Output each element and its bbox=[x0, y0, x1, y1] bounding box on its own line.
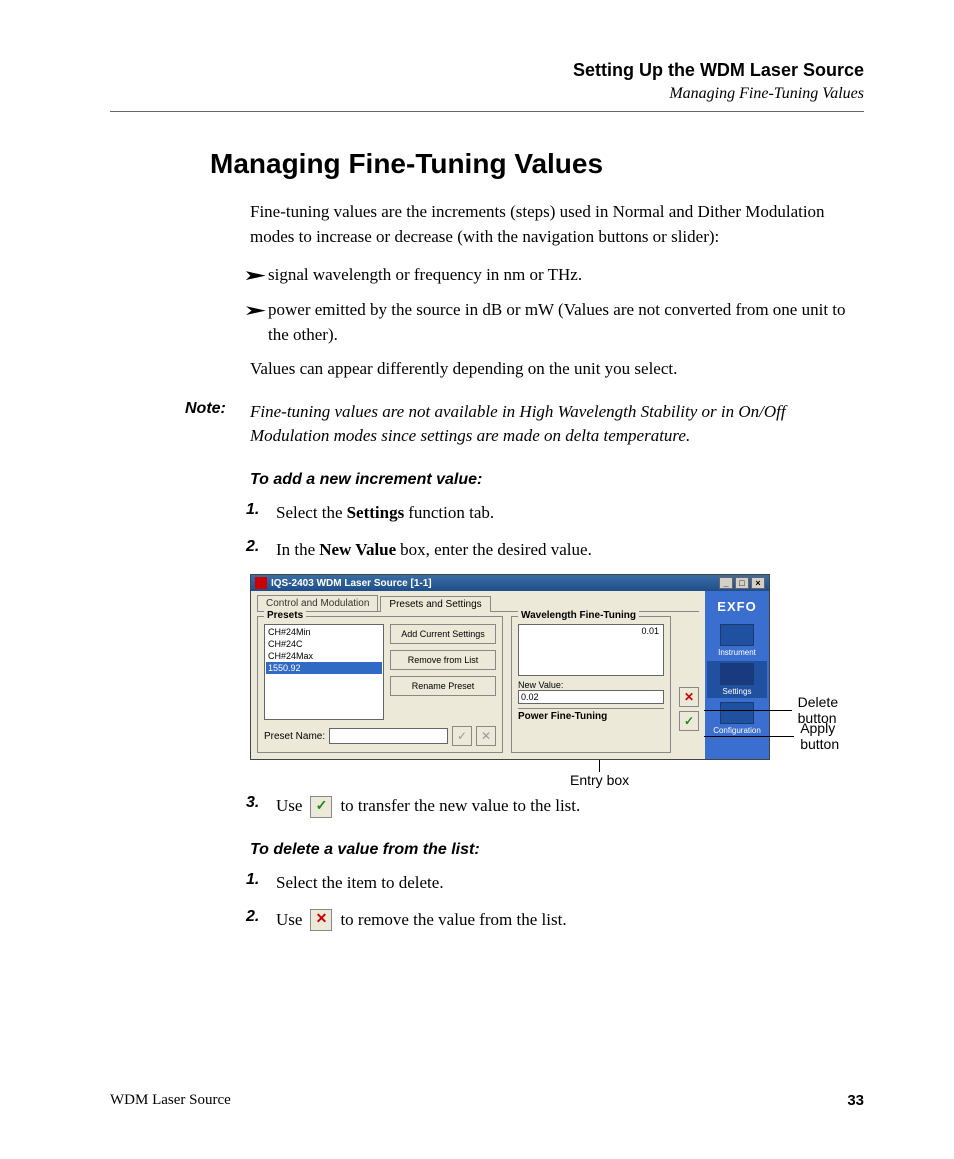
note-label: Note: bbox=[185, 400, 250, 449]
bullet-arrow-icon bbox=[246, 269, 268, 282]
procedure-1-heading: To add a new increment value: bbox=[250, 471, 864, 489]
preset-item[interactable]: CH#24Max bbox=[266, 650, 382, 662]
rename-preset-button[interactable]: Rename Preset bbox=[390, 676, 496, 696]
bullet-arrow-icon bbox=[246, 304, 268, 317]
wavelength-fine-tuning-group: Wavelength Fine-Tuning 0.01 New Value: P… bbox=[511, 616, 671, 753]
bullet-1: signal wavelength or frequency in nm or … bbox=[268, 263, 582, 288]
window-titlebar: IQS-2403 WDM Laser Source [1-1] _ □ × bbox=[251, 575, 769, 591]
callout-entry-box: Entry box bbox=[570, 760, 629, 788]
preset-item-selected[interactable]: 1550.92 bbox=[266, 662, 382, 674]
tab-presets-settings[interactable]: Presets and Settings bbox=[380, 596, 490, 612]
new-value-input[interactable] bbox=[518, 690, 664, 704]
callout-apply: Apply button bbox=[704, 720, 864, 752]
footer-page-number: 33 bbox=[847, 1092, 864, 1109]
page-heading: Managing Fine-Tuning Values bbox=[210, 148, 864, 180]
power-fine-tuning-label: Power Fine-Tuning bbox=[518, 708, 664, 722]
proc2-step-2: Use ✕ to remove the value from the list. bbox=[276, 908, 567, 933]
sidebar-item-instrument[interactable]: Instrument bbox=[707, 624, 767, 657]
preset-name-input[interactable] bbox=[329, 728, 448, 744]
settings-icon bbox=[720, 663, 754, 685]
apply-value-button[interactable]: ✓ bbox=[679, 711, 699, 731]
maximize-button[interactable]: □ bbox=[735, 577, 749, 589]
note-text: Fine-tuning values are not available in … bbox=[250, 400, 864, 449]
proc2-step-1: Select the item to delete. bbox=[276, 871, 444, 896]
app-window: IQS-2403 WDM Laser Source [1-1] _ □ × Co… bbox=[250, 574, 770, 760]
presets-label: Presets bbox=[264, 610, 306, 621]
tab-control-modulation[interactable]: Control and Modulation bbox=[257, 595, 378, 611]
minimize-button[interactable]: _ bbox=[719, 577, 733, 589]
new-value-label: New Value: bbox=[518, 680, 664, 690]
procedure-2-heading: To delete a value from the list: bbox=[250, 841, 864, 859]
header-rule bbox=[110, 111, 864, 112]
add-current-settings-button[interactable]: Add Current Settings bbox=[390, 624, 496, 644]
sidebar-item-settings[interactable]: Settings bbox=[707, 661, 767, 698]
after-bullets-paragraph: Values can appear differently depending … bbox=[250, 357, 864, 382]
preset-cancel-button[interactable]: ✕ bbox=[476, 726, 496, 746]
chapter-title: Setting Up the WDM Laser Source bbox=[110, 60, 864, 81]
intro-paragraph: Fine-tuning values are the increments (s… bbox=[250, 200, 864, 249]
remove-from-list-button[interactable]: Remove from List bbox=[390, 650, 496, 670]
step-3-text: Use ✓ to transfer the new value to the l… bbox=[276, 794, 580, 819]
preset-item[interactable]: CH#24Min bbox=[266, 626, 382, 638]
footer-product: WDM Laser Source bbox=[110, 1092, 231, 1109]
step-number: 1. bbox=[246, 501, 276, 519]
close-button[interactable]: × bbox=[751, 577, 765, 589]
bullet-2: power emitted by the source in dB or mW … bbox=[268, 298, 864, 347]
instrument-icon bbox=[720, 624, 754, 646]
window-title: IQS-2403 WDM Laser Source [1-1] bbox=[271, 578, 432, 589]
step-2-text: In the New Value box, enter the desired … bbox=[276, 538, 592, 563]
step-number: 2. bbox=[246, 908, 276, 926]
exfo-logo: EXFO bbox=[717, 599, 756, 614]
check-icon: ✓ bbox=[310, 796, 332, 818]
preset-apply-button[interactable]: ✓ bbox=[452, 726, 472, 746]
wft-label: Wavelength Fine-Tuning bbox=[518, 610, 639, 621]
wft-list[interactable]: 0.01 bbox=[518, 624, 664, 676]
section-name: Managing Fine-Tuning Values bbox=[110, 85, 864, 103]
step-number: 3. bbox=[246, 794, 276, 812]
presets-group: Presets CH#24Min CH#24C CH#24Max 1550.92… bbox=[257, 616, 503, 753]
preset-item[interactable]: CH#24C bbox=[266, 638, 382, 650]
preset-list[interactable]: CH#24Min CH#24C CH#24Max 1550.92 bbox=[264, 624, 384, 720]
preset-name-label: Preset Name: bbox=[264, 731, 325, 742]
step-number: 1. bbox=[246, 871, 276, 889]
x-icon: ✕ bbox=[310, 909, 332, 931]
app-icon bbox=[255, 577, 267, 589]
delete-value-button[interactable]: ✕ bbox=[679, 687, 699, 707]
step-1-text: Select the Settings function tab. bbox=[276, 501, 494, 526]
step-number: 2. bbox=[246, 538, 276, 556]
